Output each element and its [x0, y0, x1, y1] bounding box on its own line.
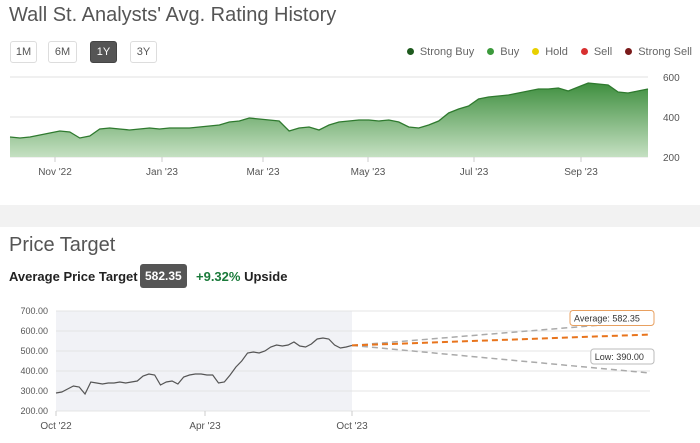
average-target-line — [351, 333, 651, 347]
legend-item-sell[interactable]: Sell — [580, 46, 612, 58]
legend-item-strong-buy[interactable]: Strong Buy — [406, 46, 474, 58]
average-price-target-value: 582.35 — [140, 264, 187, 288]
price-target-chart: 200.00 300.00 400.00 500.00 600.00 700.00 Aver… — [20, 306, 655, 432]
legend-dot-icon — [487, 48, 495, 55]
x-tick-label: Mar '23 — [246, 167, 279, 178]
upside: +9.32% Upside — [196, 269, 287, 284]
rating-line — [9, 82, 649, 139]
price-target-title: Price Target — [9, 234, 116, 256]
rating-legend: Strong Buy Buy Hold Sell Strong Sell — [406, 46, 692, 58]
legend-item-strong-sell[interactable]: Strong Sell — [625, 46, 692, 58]
x-tick-label: May '23 — [351, 167, 386, 178]
range-button-3y[interactable]: 3Y — [130, 41, 157, 63]
y-tick-label: 600.00 — [20, 326, 48, 336]
y-tick-label: 600 — [663, 73, 680, 84]
tooltip-low-box — [590, 348, 655, 365]
y-tick-label: 400.00 — [20, 366, 48, 376]
upside-percent: +9.32% — [196, 269, 241, 284]
y-tick-label: 200.00 — [20, 406, 48, 416]
section-divider — [0, 205, 700, 227]
history-shade — [56, 311, 352, 411]
y-tick-label: 300.00 — [20, 386, 48, 396]
legend-dot-icon — [625, 48, 633, 55]
rating-history-chart: 200 400 600 Nov '22 Jan '23 Mar '23 May '23 Jul… — [9, 73, 680, 178]
rating-history-title: Wall St. Analysts' Avg. Rating History — [9, 4, 337, 26]
y-tick-label: 400 — [663, 113, 680, 124]
y-tick-label: 700.00 — [20, 306, 48, 316]
range-button-1m[interactable]: 1M — [10, 41, 37, 63]
x-tick-label: Jan '23 — [146, 167, 178, 178]
range-button-1y[interactable]: 1Y — [90, 41, 117, 63]
tooltip-low-text: Low: 390.00 — [595, 352, 644, 362]
rating-area — [10, 83, 648, 157]
price-line — [55, 337, 353, 396]
x-tick-label: Sep '23 — [564, 167, 598, 178]
x-tick-label: Nov '22 — [38, 167, 72, 178]
upside-label: Upside — [244, 269, 288, 284]
legend-dot-icon — [580, 48, 588, 55]
x-tick-label: Oct '23 — [336, 421, 368, 432]
range-button-6m[interactable]: 6M — [48, 41, 77, 63]
y-tick-label: 500.00 — [20, 346, 48, 356]
x-tick-label: Oct '22 — [40, 421, 72, 432]
y-tick-label: 200 — [663, 153, 680, 164]
legend-item-hold[interactable]: Hold — [532, 46, 568, 58]
tooltip-average-box — [569, 310, 655, 327]
x-tick-label: Apr '23 — [189, 421, 221, 432]
legend-item-buy[interactable]: Buy — [487, 46, 519, 58]
legend-dot-icon — [532, 48, 540, 55]
tooltip-average-text: Average: 582.35 — [574, 314, 640, 324]
x-tick-label: Jul '23 — [460, 167, 489, 178]
average-price-target-label: Average Price Target — [9, 269, 138, 284]
legend-dot-icon — [406, 48, 414, 55]
